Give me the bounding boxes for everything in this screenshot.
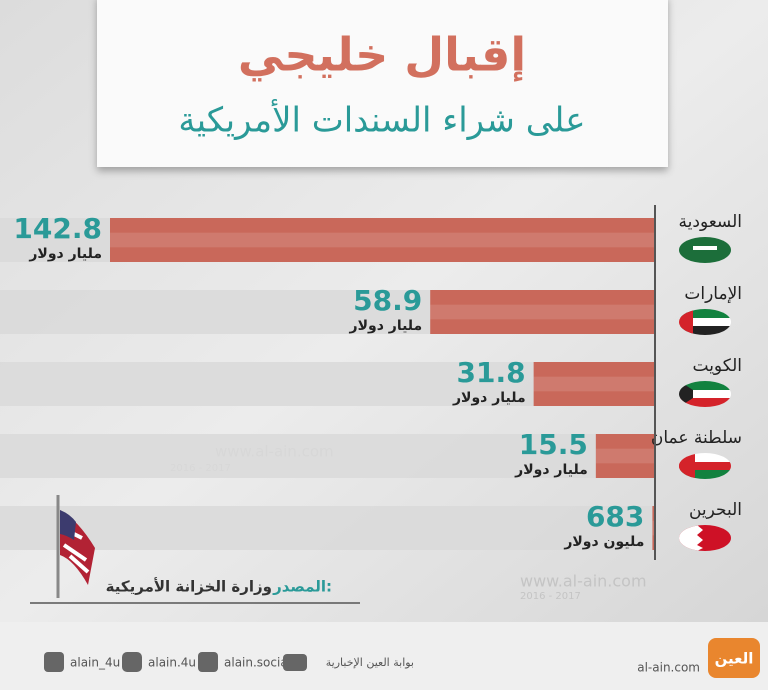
- flag-field: [679, 525, 703, 551]
- flag-field: [679, 470, 731, 479]
- flag: [679, 309, 731, 335]
- unit-label: مليار دولار: [349, 318, 423, 334]
- flag-field: [679, 462, 731, 470]
- logo-box: [708, 638, 760, 678]
- unit-label: مليار دولار: [514, 462, 588, 478]
- category-label: الإمارات: [684, 284, 742, 304]
- flag-field: [679, 381, 693, 407]
- subtitle: على شراء السندات الأمريكية: [178, 99, 585, 141]
- bar: [595, 434, 655, 478]
- logo: العين: [715, 650, 754, 668]
- track: [0, 506, 655, 550]
- bar: [652, 506, 655, 550]
- unit-label: مليار دولار: [28, 246, 102, 262]
- youtube[interactable]: بوابة العين الإخبارية: [326, 656, 414, 669]
- category-label: البحرين: [689, 500, 742, 520]
- watermark: www.al-ain.com: [520, 572, 647, 591]
- value-label: 31.8: [457, 356, 526, 389]
- flag-field: [679, 453, 731, 462]
- value-label: 683: [586, 500, 644, 533]
- value-label: 58.9: [353, 284, 422, 317]
- twitter-icon[interactable]: [44, 652, 64, 672]
- unit-label: مليار دولار: [452, 390, 526, 406]
- flag: [679, 525, 731, 551]
- facebook-icon[interactable]: [198, 652, 218, 672]
- title-box: [97, 0, 668, 167]
- bar: [430, 290, 655, 334]
- youtube-icon[interactable]: [283, 654, 307, 671]
- flag: [679, 237, 731, 263]
- flag-field: [679, 318, 731, 326]
- facebook[interactable]: alain.social: [224, 656, 291, 670]
- bar-stripe: [110, 232, 655, 248]
- value-label: 142.8: [13, 212, 102, 245]
- flag-mark: [693, 246, 717, 250]
- us-flag: [30, 495, 360, 604]
- bar: [533, 362, 655, 406]
- value-label: 15.5: [519, 428, 588, 461]
- bar: [110, 218, 655, 262]
- bar-stripe: [652, 520, 655, 536]
- site[interactable]: al-ain.com: [637, 661, 700, 675]
- flag-field: [679, 453, 695, 479]
- source-text: وزارة الخزانة الأمريكية: [106, 578, 272, 596]
- instagram[interactable]: alain.4u: [148, 656, 196, 670]
- category-label: السعودية: [679, 212, 742, 232]
- title: إقبال خليجي: [238, 28, 526, 83]
- track: [0, 434, 655, 478]
- bar-stripe: [430, 304, 655, 320]
- category-label: الكويت: [693, 356, 743, 376]
- flag-field: [679, 398, 731, 407]
- flag-field: [679, 390, 731, 398]
- watermark: 2016 - 2017: [520, 591, 581, 602]
- flag-field: [679, 326, 731, 335]
- twitter[interactable]: alain_4u: [70, 656, 120, 670]
- instagram-icon[interactable]: [122, 652, 142, 672]
- bar-stripe: [595, 448, 655, 464]
- flag: [679, 381, 731, 407]
- category-label: سلطنة عمان: [651, 428, 742, 448]
- flag-field: [679, 381, 731, 390]
- bar-stripe: [533, 376, 655, 392]
- flag-field: [679, 309, 693, 335]
- unit-label: مليون دولار: [563, 534, 644, 550]
- source-label: المصدر:: [272, 578, 332, 596]
- flag-field: [679, 309, 731, 318]
- flag: [679, 453, 731, 479]
